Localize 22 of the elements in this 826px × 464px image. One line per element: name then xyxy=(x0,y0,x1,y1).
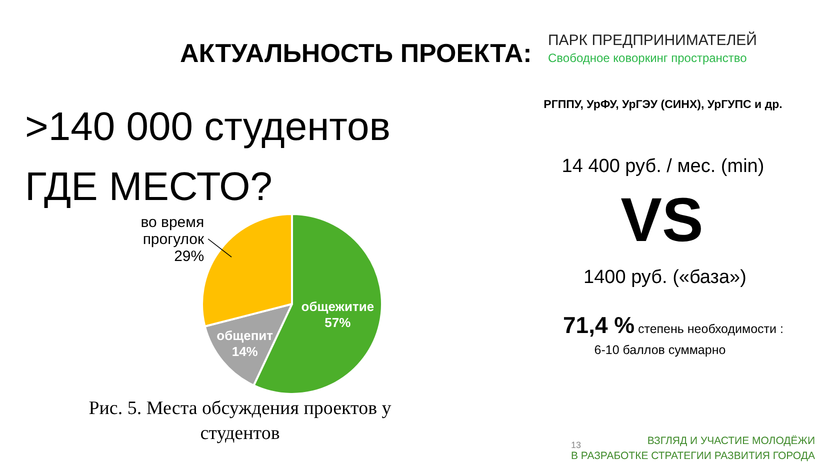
text: 13 xyxy=(570,440,582,450)
text: ВЗГЛЯД И УЧАСТИЕ МОЛОДЁЖИ xyxy=(647,435,815,447)
text: 14 400 руб. / мес. (min) xyxy=(562,156,764,177)
text: степень необходимости : xyxy=(638,322,784,336)
text: ГДЕ МЕСТО? xyxy=(25,165,272,209)
text: ПАРК ПРЕДПРИНИМАТЕЛЕЙ xyxy=(548,31,757,49)
text: РГППУ, УрФУ, УрГЭУ (СИНХ), УрГУПС и др. xyxy=(544,99,782,111)
chart-title: АКТУАЛЬНОСТЬ ПРОЕКТА: xyxy=(180,38,532,68)
slice-label: во время прогулок xyxy=(140,214,205,248)
text: Свободное коворкинг пространство xyxy=(548,51,748,65)
text: 71,4 % xyxy=(563,312,635,338)
text: В РАЗРАБОТКЕ СТРАТЕГИИ РАЗВИТИЯ ГОРОДА xyxy=(570,450,815,462)
text: VS xyxy=(620,186,704,255)
data-label: 29% xyxy=(174,248,204,265)
data-label: 57% xyxy=(324,315,352,330)
text: 1400 руб. («база») xyxy=(584,267,746,288)
text: >140 000 студентов xyxy=(25,105,391,149)
data-label: 14% xyxy=(232,344,258,360)
slice-label: общежитие xyxy=(301,299,374,314)
text: 6-10 баллов суммарно xyxy=(594,343,726,357)
slice-label: общепит xyxy=(216,328,274,344)
text: Рис. 5. Места обсуждения проектов у студентов xyxy=(88,398,392,444)
